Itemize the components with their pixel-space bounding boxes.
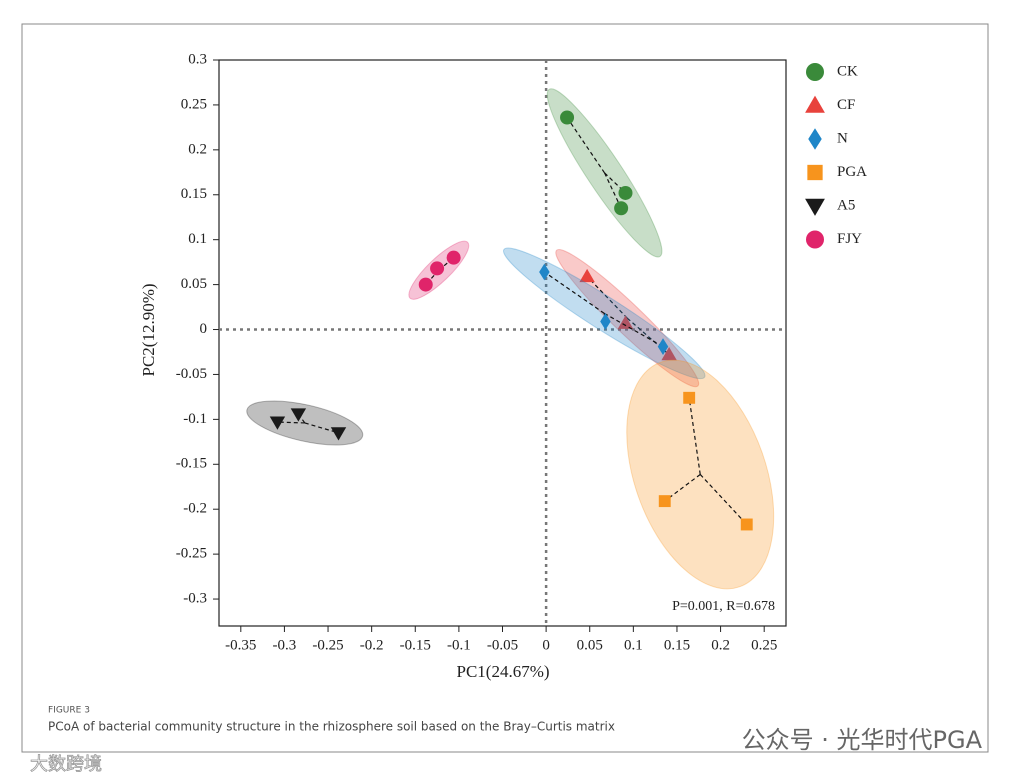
legend-label: CK — [837, 63, 858, 79]
centroid-link — [603, 312, 664, 348]
point — [560, 110, 575, 125]
y-tick-label: -0.3 — [183, 590, 207, 606]
point — [661, 346, 677, 361]
y-tick-label: -0.15 — [176, 456, 207, 472]
annotation: P=0.001, R=0.678 — [672, 599, 775, 614]
centroid-link — [586, 276, 628, 319]
y-tick-label: -0.1 — [183, 411, 207, 427]
x-tick-label: -0.1 — [447, 637, 471, 653]
x-tick-label: 0.15 — [664, 637, 690, 653]
x-tick-label: -0.15 — [400, 637, 431, 653]
legend-label: N — [837, 130, 848, 146]
figure-frame — [21, 23, 989, 753]
y-tick-label: 0.15 — [181, 186, 207, 202]
y-tick-label: 0 — [200, 321, 208, 337]
point — [418, 277, 433, 292]
x-tick-label: 0 — [542, 637, 550, 653]
x-tick-label: -0.05 — [487, 637, 518, 653]
point — [618, 185, 633, 200]
legend-marker — [805, 198, 825, 216]
y-tick-label: -0.05 — [176, 366, 207, 382]
watermark: 公众号 · 光华时代PGA — [742, 726, 983, 754]
point — [658, 495, 671, 508]
x-tick-label: 0.1 — [624, 637, 643, 653]
y-tick-label: -0.25 — [176, 546, 207, 562]
point — [539, 263, 550, 281]
caption: PCoA of bacterial community structure in… — [48, 720, 615, 734]
point — [290, 408, 307, 422]
point — [740, 518, 753, 531]
y-axis-label: PC2(12.90%) — [139, 283, 158, 376]
watermark: 大数跨境 — [30, 754, 102, 775]
x-tick-label: -0.2 — [360, 637, 384, 653]
x-tick-label: -0.25 — [312, 637, 343, 653]
figure-label: FIGURE 3 — [48, 706, 90, 716]
y-tick-label: 0.05 — [181, 276, 207, 292]
legend-label: PGA — [837, 164, 867, 180]
y-tick-label: 0.3 — [188, 51, 207, 67]
x-tick-label: 0.05 — [577, 637, 603, 653]
x-axis-label: PC1(24.67%) — [456, 662, 549, 681]
centroid-link — [544, 271, 605, 314]
point — [446, 250, 461, 265]
y-tick-label: 0.25 — [181, 96, 207, 112]
legend-marker — [806, 230, 824, 249]
legend-label: A5 — [837, 197, 855, 213]
point — [430, 261, 445, 276]
point — [617, 315, 634, 329]
point — [330, 427, 347, 441]
legend-label: CF — [837, 97, 855, 113]
centroid-link — [277, 421, 305, 424]
legend-marker — [807, 164, 823, 181]
y-tick-label: 0.2 — [188, 141, 207, 157]
point — [269, 416, 286, 430]
y-tick-label: -0.2 — [183, 501, 207, 517]
centroid-link — [699, 474, 748, 525]
point — [600, 313, 611, 330]
point — [579, 268, 595, 283]
y-tick-label: 0.1 — [188, 231, 207, 247]
centroid-link — [626, 317, 670, 356]
point — [657, 338, 669, 355]
x-tick-label: -0.35 — [225, 637, 256, 653]
legend-marker — [806, 63, 824, 81]
point — [614, 201, 629, 216]
legend-marker — [805, 95, 825, 113]
x-tick-label: -0.3 — [273, 637, 297, 653]
centroid-link — [688, 397, 701, 475]
legend-marker — [808, 128, 822, 150]
x-tick-label: 0.2 — [711, 637, 730, 653]
legend-label: FJY — [837, 231, 862, 247]
centroid-link — [304, 422, 339, 434]
x-tick-label: 0.25 — [751, 637, 777, 653]
point — [683, 391, 696, 404]
